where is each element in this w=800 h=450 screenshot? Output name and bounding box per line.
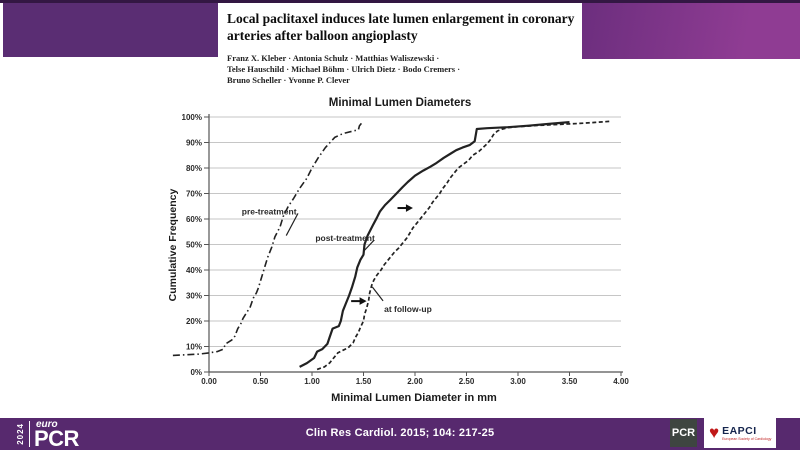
eapci-name-label: EAPCI: [722, 424, 757, 437]
europcr-pcr-label: PCR: [34, 426, 79, 450]
eapci-subtitle: European Society of Cardiology: [722, 436, 772, 441]
y-tick-label: 10%: [186, 343, 202, 352]
header-band-left: [3, 3, 218, 57]
y-tick-label: 60%: [186, 215, 202, 224]
x-tick-label: 3.50: [562, 377, 578, 386]
x-tick-label: 0.00: [201, 377, 217, 386]
x-tick-label: 2.00: [407, 377, 423, 386]
label-leader-line: [285, 213, 299, 236]
x-tick-label: 2.50: [459, 377, 475, 386]
y-tick-label: 50%: [186, 241, 202, 250]
authors-line3: Bruno Scheller · Yvonne P. Clever: [227, 75, 350, 85]
label-leader-line: [363, 240, 375, 252]
y-tick-label: 80%: [186, 164, 202, 173]
y-tick-label: 0%: [190, 368, 202, 377]
y-tick-label: 90%: [186, 139, 202, 148]
paper-title-line1: Local paclitaxel induces late lumen enla…: [227, 11, 575, 26]
shift-arrow-head: [405, 204, 413, 212]
chart-title: Minimal Lumen Diameters: [329, 97, 472, 109]
x-tick-label: 1.00: [304, 377, 320, 386]
authors-line2: Telse Hauschild · Michael Böhm · Ulrich …: [227, 64, 461, 74]
pcr-logo-label: PCR: [671, 427, 696, 439]
header-band-right: [582, 3, 800, 59]
curve-at-follow-up: [316, 120, 611, 371]
y-tick-label: 20%: [186, 317, 202, 326]
pcr-logo: PCR: [670, 419, 697, 447]
y-tick-label: 100%: [182, 113, 202, 122]
x-axis-label: Minimal Lumen Diameter in mm: [331, 392, 497, 404]
citation-text: Clin Res Cardiol. 2015; 104: 217-25: [305, 427, 495, 439]
x-tick-label: 0.50: [253, 377, 269, 386]
y-axis-label: Cumulative Frequency: [167, 189, 179, 302]
curve-label-post-treatment: post-treatment: [315, 233, 375, 243]
x-tick-label: 3.00: [510, 377, 526, 386]
curve-label-pre-treatment: pre-treatment: [242, 206, 297, 216]
y-tick-label: 30%: [186, 292, 202, 301]
chart-svg: 0% 10% 20% 30% 40% 50% 60% 70% 80% 90% 100% 0.00 0.5…: [167, 97, 629, 404]
paper-authors: Franz X. Kleber · Antonia Schulz · Matth…: [227, 53, 587, 86]
label-leader-line: [371, 286, 384, 302]
shift-arrow-head: [359, 297, 367, 305]
paper-title-line2: arteries after balloon angioplasty: [227, 28, 418, 43]
paper-title: Local paclitaxel induces late lumen enla…: [227, 10, 587, 44]
curve-pre-treatment: [172, 122, 363, 357]
footer-bar: [0, 418, 800, 450]
curve-label-at-follow-up: at follow-up: [384, 304, 432, 314]
heart-icon: ♥: [709, 422, 720, 442]
curve-post-treatment: [299, 121, 570, 368]
y-tick-label: 40%: [186, 266, 202, 275]
x-tick-label: 1.50: [356, 377, 372, 386]
europcr-euro-label: euro: [36, 419, 58, 430]
europcr-divider: [29, 421, 30, 447]
top-accent-strip: [0, 0, 800, 3]
paper-header: Local paclitaxel induces late lumen enla…: [227, 10, 587, 86]
authors-line1: Franz X. Kleber · Antonia Schulz · Matth…: [227, 53, 440, 63]
europcr-logo: 2024 euro PCR: [16, 419, 79, 450]
cumulative-frequency-chart: 0% 10% 20% 30% 40% 50% 60% 70% 80% 90% 100% 0.00 0.5…: [160, 92, 640, 414]
y-tick-label: 70%: [186, 190, 202, 199]
x-tick-label: 4.00: [613, 377, 629, 386]
eapci-logo: ♥ EAPCI European Society of Cardiology: [704, 418, 776, 448]
